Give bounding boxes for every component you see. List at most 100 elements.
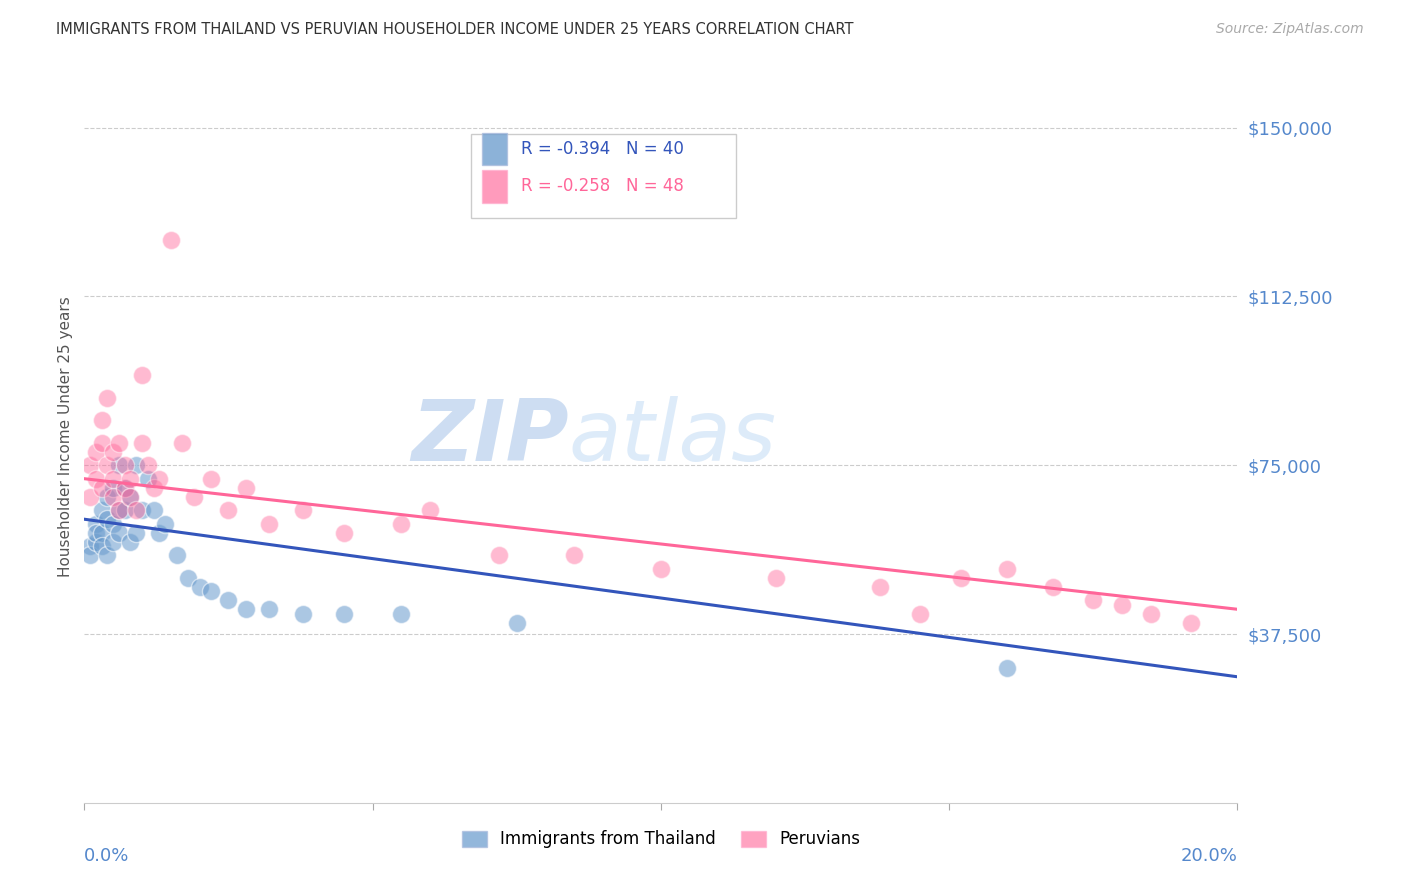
Point xyxy=(90,525,112,540)
Point xyxy=(172,435,194,450)
Point xyxy=(910,607,932,621)
Point xyxy=(120,490,142,504)
Point xyxy=(333,607,356,621)
Point xyxy=(120,472,142,486)
Point xyxy=(120,490,142,504)
Point xyxy=(564,548,586,562)
Point xyxy=(142,503,165,517)
Text: 20.0%: 20.0% xyxy=(1181,847,1237,864)
Text: atlas: atlas xyxy=(568,395,776,479)
Point xyxy=(125,458,148,473)
FancyBboxPatch shape xyxy=(471,134,735,218)
Point xyxy=(1111,598,1133,612)
Point xyxy=(650,562,672,576)
Point xyxy=(84,444,107,458)
Point xyxy=(765,571,787,585)
Point xyxy=(1180,615,1202,630)
Point xyxy=(103,516,124,531)
Point xyxy=(96,391,118,405)
Point xyxy=(103,534,124,549)
Text: Source: ZipAtlas.com: Source: ZipAtlas.com xyxy=(1216,22,1364,37)
Point xyxy=(96,548,118,562)
Point xyxy=(188,580,211,594)
Point xyxy=(108,525,131,540)
Point xyxy=(391,516,413,531)
Point xyxy=(90,435,112,450)
Text: IMMIGRANTS FROM THAILAND VS PERUVIAN HOUSEHOLDER INCOME UNDER 25 YEARS CORRELATI: IMMIGRANTS FROM THAILAND VS PERUVIAN HOU… xyxy=(56,22,853,37)
Point xyxy=(148,472,170,486)
Point xyxy=(103,444,124,458)
FancyBboxPatch shape xyxy=(482,133,508,166)
Text: 0.0%: 0.0% xyxy=(84,847,129,864)
Point xyxy=(292,503,315,517)
Point xyxy=(108,458,131,473)
Point xyxy=(114,481,136,495)
Point xyxy=(90,481,112,495)
Point xyxy=(136,472,159,486)
Point xyxy=(160,233,183,247)
Point xyxy=(1042,580,1064,594)
Point xyxy=(108,503,131,517)
Point xyxy=(125,503,148,517)
Point xyxy=(79,539,101,553)
Point xyxy=(79,458,101,473)
Point xyxy=(125,525,148,540)
Point xyxy=(84,525,107,540)
Point xyxy=(90,413,112,427)
Point xyxy=(235,602,257,616)
Point xyxy=(419,503,441,517)
Point xyxy=(292,607,315,621)
Point xyxy=(84,534,107,549)
Point xyxy=(96,458,118,473)
Point xyxy=(131,435,153,450)
Point xyxy=(90,503,112,517)
Point xyxy=(153,516,176,531)
Point xyxy=(108,435,131,450)
Point xyxy=(103,490,124,504)
Point xyxy=(488,548,510,562)
Point xyxy=(84,516,107,531)
Point xyxy=(333,525,356,540)
Point xyxy=(131,503,153,517)
Point xyxy=(142,481,165,495)
Point xyxy=(1140,607,1163,621)
Point xyxy=(166,548,188,562)
FancyBboxPatch shape xyxy=(482,169,508,202)
Point xyxy=(200,584,222,599)
Point xyxy=(949,571,972,585)
Point xyxy=(218,593,240,607)
Point xyxy=(90,539,112,553)
Point xyxy=(79,548,101,562)
Point xyxy=(177,571,200,585)
Y-axis label: Householder Income Under 25 years: Householder Income Under 25 years xyxy=(58,297,73,577)
Point xyxy=(96,490,118,504)
Point xyxy=(84,472,107,486)
Legend: Immigrants from Thailand, Peruvians: Immigrants from Thailand, Peruvians xyxy=(453,822,869,856)
Point xyxy=(506,615,529,630)
Point xyxy=(103,472,124,486)
Point xyxy=(148,525,170,540)
Point xyxy=(136,458,159,473)
Point xyxy=(995,661,1018,675)
Point xyxy=(869,580,891,594)
Point xyxy=(103,481,124,495)
Point xyxy=(114,481,136,495)
Point xyxy=(120,534,142,549)
Point xyxy=(995,562,1018,576)
Point xyxy=(200,472,222,486)
Text: R = -0.258   N = 48: R = -0.258 N = 48 xyxy=(522,177,685,195)
Point xyxy=(1083,593,1105,607)
Point xyxy=(108,503,131,517)
Point xyxy=(131,368,153,383)
Point xyxy=(218,503,240,517)
Point xyxy=(114,458,136,473)
Point xyxy=(391,607,413,621)
Text: R = -0.394   N = 40: R = -0.394 N = 40 xyxy=(522,140,685,158)
Point xyxy=(257,516,280,531)
Point xyxy=(96,512,118,526)
Point xyxy=(114,503,136,517)
Point xyxy=(257,602,280,616)
Point xyxy=(235,481,257,495)
Point xyxy=(183,490,205,504)
Point xyxy=(79,490,101,504)
